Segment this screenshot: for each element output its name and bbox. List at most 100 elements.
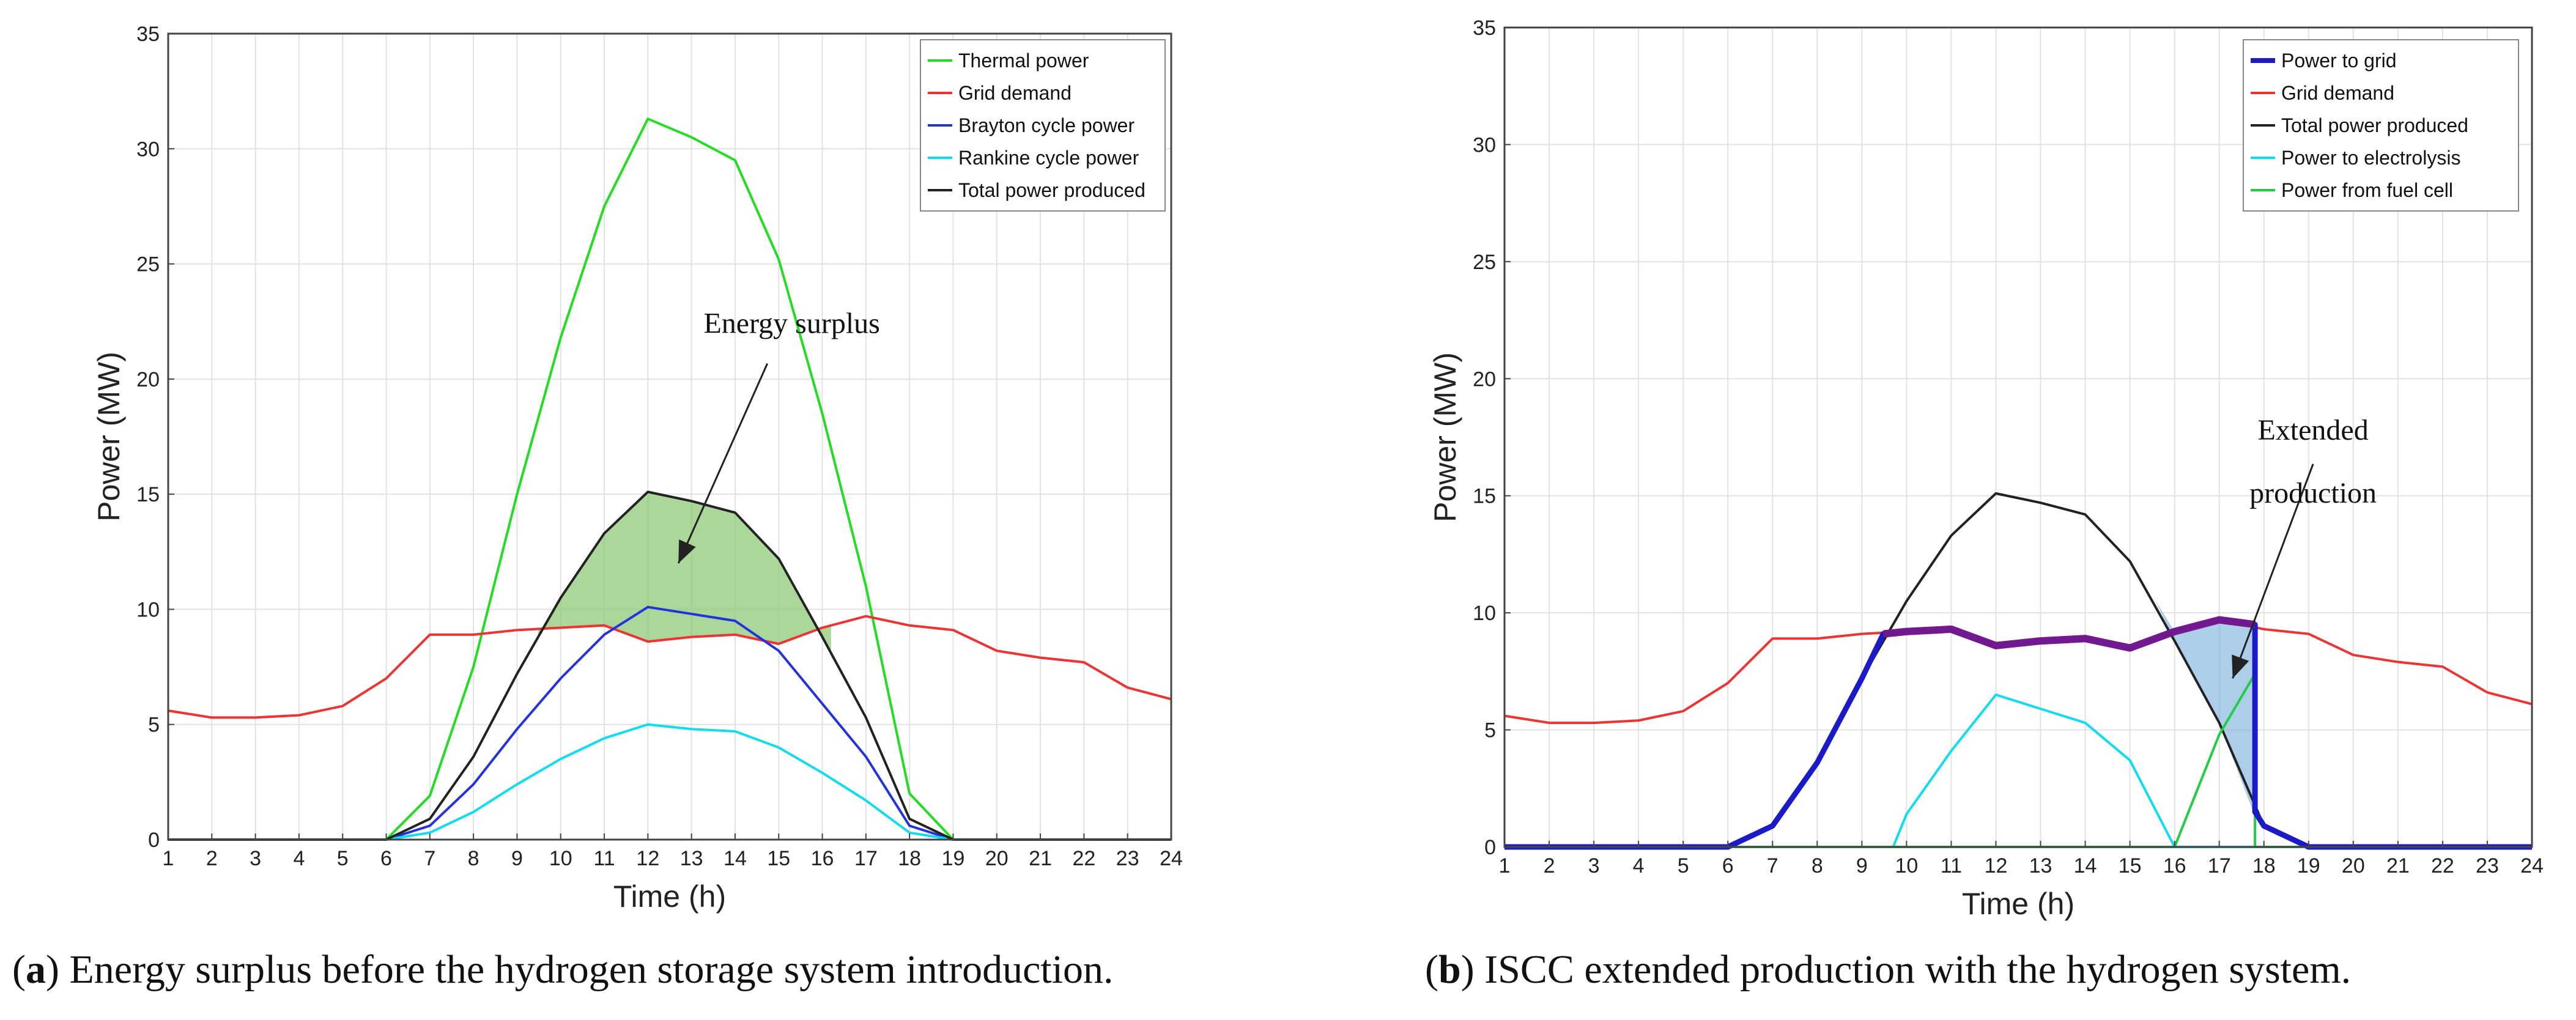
chart-b-annotations: Extended production: [2232, 414, 2377, 679]
x-tick-label: 15: [767, 847, 790, 870]
legend-entry-label: Power to grid: [2281, 50, 2397, 72]
x-tick-label: 20: [985, 847, 1009, 870]
x-tick-label: 22: [2431, 854, 2454, 878]
legend-entry-label: Rankine cycle power: [958, 147, 1139, 169]
chart-a-x-axis-label: Time (h): [613, 879, 726, 914]
fill-region: [538, 492, 831, 653]
x-tick-label: 23: [1116, 847, 1139, 870]
y-tick-label: 20: [1473, 368, 1496, 391]
x-tick-label: 13: [2029, 854, 2052, 878]
annotation-arrow: [677, 363, 769, 564]
y-tick-label: 10: [1473, 602, 1496, 625]
x-tick-label: 10: [549, 847, 572, 870]
x-tick-label: 3: [1588, 854, 1600, 878]
x-tick-label: 6: [380, 847, 392, 870]
caption-b-text: ) ISCC extended production with the hydr…: [1460, 947, 2352, 992]
x-tick-label: 7: [424, 847, 435, 870]
annotation-arrowhead: [678, 539, 696, 564]
chart-a-y-ticks: 0 5 10 15 20 25 30 35: [136, 23, 174, 852]
x-tick-label: 8: [1812, 854, 1823, 878]
x-tick-label: 5: [337, 847, 349, 870]
chart-b-y-ticks: 0 5 10 15 20 25 30 35: [1473, 17, 1511, 859]
x-tick-label: 22: [1072, 847, 1095, 870]
chart-a-legend: Thermal power Grid demand Brayton cycle po…: [920, 39, 1166, 212]
y-tick-label: 35: [136, 23, 160, 46]
x-tick-label: 1: [163, 847, 174, 870]
y-tick-label: 0: [1484, 836, 1496, 859]
x-tick-label: 15: [2119, 854, 2142, 878]
x-tick-label: 5: [1678, 854, 1689, 878]
x-tick-label: 2: [206, 847, 218, 870]
legend-entry-label: Total power produced: [2281, 114, 2468, 136]
y-tick-label: 25: [1473, 251, 1496, 274]
x-tick-label: 12: [1985, 854, 2008, 878]
annotation-arrowhead: [2232, 654, 2249, 679]
x-tick-label: 4: [293, 847, 305, 870]
chart-b-y-axis-label: Power (MW): [1428, 352, 1462, 522]
y-tick-label: 20: [136, 368, 160, 391]
legend-box: [920, 39, 1166, 212]
chart-panel-b: 1 2 3 4 5 6 7 8 9 10 11 12 13 14 15 16 17 18 19 20 21 22 23 24 …: [1428, 17, 2544, 921]
y-tick-label: 10: [136, 598, 160, 621]
x-tick-label: 18: [2252, 854, 2276, 878]
series-line-grid-demand: [168, 615, 1172, 719]
chart-b-x-axis-label: Time (h): [1962, 887, 2074, 921]
chart-b-x-ticks: 1 2 3 4 5 6 7 8 9 10 11 12 13 14 15 16 17 18 19 20 21 22 23 24: [1499, 841, 2544, 878]
caption-a: (a) Energy surplus before the hydrogen s…: [12, 947, 1114, 992]
legend-entry-label: Thermal power: [958, 50, 1089, 72]
x-tick-label: 13: [680, 847, 703, 870]
caption-b: (b) ISCC extended production with the hy…: [1425, 947, 2352, 992]
legend-entry-label: Brayton cycle power: [958, 114, 1134, 136]
y-tick-label: 0: [148, 829, 160, 852]
x-tick-label: 24: [1160, 847, 1183, 870]
x-tick-label: 16: [2163, 854, 2186, 878]
x-tick-label: 23: [2476, 854, 2499, 878]
chart-a-surplus-fill: [538, 492, 831, 653]
x-tick-label: 7: [1767, 854, 1778, 878]
legend-entry-label: Power to electrolysis: [2281, 147, 2460, 169]
x-tick-label: 19: [942, 847, 965, 870]
x-tick-label: 11: [1941, 854, 1962, 878]
y-tick-label: 35: [1473, 17, 1496, 40]
x-tick-label: 16: [811, 847, 834, 870]
x-tick-label: 8: [468, 847, 479, 870]
y-tick-label: 15: [1473, 485, 1496, 508]
x-tick-label: 11: [593, 847, 615, 870]
caption-b-label: b: [1438, 947, 1461, 992]
y-tick-label: 5: [148, 714, 160, 737]
chart-b-legend: Power to grid Grid demand Total power prod…: [2243, 39, 2519, 212]
chart-a-frame: [167, 32, 1172, 841]
x-tick-label: 9: [1856, 854, 1868, 878]
x-tick-label: 9: [511, 847, 523, 870]
x-tick-label: 3: [250, 847, 261, 870]
x-tick-label: 10: [1895, 854, 1918, 878]
x-tick-label: 4: [1633, 854, 1645, 878]
y-tick-label: 30: [1473, 133, 1496, 157]
legend-entry-label: Total power produced: [958, 179, 1146, 201]
x-tick-label: 18: [898, 847, 921, 870]
x-tick-label: 21: [2386, 854, 2410, 878]
y-tick-label: 30: [136, 138, 160, 161]
x-tick-label: 14: [724, 847, 747, 870]
x-tick-label: 17: [854, 847, 878, 870]
x-tick-label: 20: [2342, 854, 2365, 878]
caption-a-text: ) Energy surplus before the hydrogen sto…: [45, 947, 1114, 992]
x-tick-label: 12: [636, 847, 659, 870]
legend-entry-label: Grid demand: [958, 82, 1071, 104]
chart-a-y-axis-label: Power (MW): [92, 352, 126, 522]
caption-a-label: a: [25, 947, 46, 992]
x-tick-label: 1: [1499, 854, 1511, 878]
chart-a-annotations: Energy surplus: [677, 308, 880, 564]
x-tick-label: 24: [2520, 854, 2544, 878]
annotation-arrow: [2232, 464, 2314, 679]
y-tick-label: 5: [1484, 719, 1496, 742]
x-tick-label: 14: [2074, 854, 2097, 878]
chart-b-extended-fill: [2154, 599, 2256, 817]
legend-entry-label: Grid demand: [2281, 82, 2394, 104]
x-tick-label: 2: [1544, 854, 1555, 878]
x-tick-label: 17: [2208, 854, 2231, 878]
chart-panel-a: 1 2 3 4 5 6 7 8 9 10 11 12 13 14 15 16 17 18 19 20 21 22 23 24 …: [92, 23, 1183, 914]
overlay-band-line-top: [1882, 616, 2256, 652]
fill-region: [2154, 599, 2256, 817]
